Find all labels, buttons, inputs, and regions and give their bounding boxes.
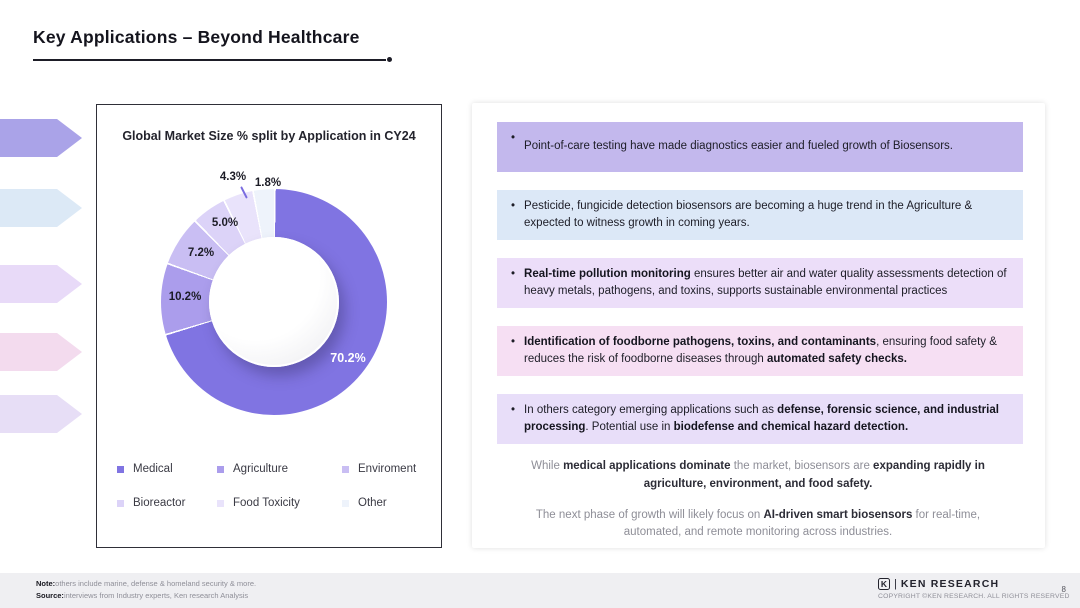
chart-card: Global Market Size % split by Applicatio…	[96, 104, 442, 548]
legend-label: Enviroment	[358, 463, 417, 475]
legend-item-agriculture: Agriculture	[217, 463, 342, 475]
page-title: Key Applications – Beyond Healthcare	[33, 27, 360, 47]
donut-hole	[209, 237, 339, 367]
legend-swatch	[342, 499, 349, 507]
legend-item-enviroment: Enviroment	[342, 463, 429, 475]
bullet-marker: •	[511, 199, 516, 212]
slice-label-food-toxicity: 4.3%	[219, 171, 247, 183]
slice-label-agriculture: 10.2%	[168, 291, 202, 303]
brand-divider: |	[894, 578, 897, 590]
bullet-box-foodborne: • Identification of foodborne pathogens,…	[497, 325, 1023, 376]
slice-label-enviroment: 7.2%	[187, 247, 215, 259]
slice-label-medical: 70.2%	[330, 351, 366, 365]
brand-row: K | KEN RESEARCH	[878, 578, 1070, 590]
chevron-arrow-1	[0, 119, 82, 157]
bullet-text: Point-of-care testing have made diagnost…	[524, 140, 953, 153]
insights-card: • Point-of-care testing have made diagno…	[472, 103, 1045, 548]
footnotes: Note:others include marine, defense & ho…	[36, 578, 256, 601]
bullet-marker: •	[511, 335, 516, 348]
source-line: Source:interviews from Industry experts,…	[36, 590, 256, 602]
bullet-marker: •	[511, 267, 516, 280]
legend-label: Bioreactor	[133, 497, 186, 509]
brand-name: KEN RESEARCH	[900, 578, 1000, 590]
bullet-marker: •	[511, 132, 516, 144]
ken-logo-icon: K	[878, 578, 890, 590]
page-number: 8	[1061, 585, 1066, 594]
copyright-text: COPYRIGHT ©KEN RESEARCH. ALL RIGHTS RESE…	[878, 592, 1070, 600]
bullet-box-pesticide: • Pesticide, fungicide detection biosens…	[497, 189, 1023, 240]
summary-paragraph-1: While medical applications dominate the …	[531, 460, 985, 490]
legend-item-food-toxicity: Food Toxicity	[217, 497, 342, 509]
bullet-text: Real-time pollution monitoring ensures b…	[524, 267, 1007, 297]
chevron-arrow-4	[0, 333, 82, 371]
legend-label: Medical	[133, 463, 173, 475]
legend-item-bioreactor: Bioreactor	[117, 497, 217, 509]
slice-label-other: 1.8%	[254, 177, 282, 189]
note-line: Note:others include marine, defense & ho…	[36, 578, 256, 590]
legend-swatch	[217, 499, 224, 507]
legend-swatch	[217, 465, 224, 473]
legend-swatch	[342, 465, 349, 473]
legend-item-other: Other	[342, 497, 429, 509]
footer: Note:others include marine, defense & ho…	[0, 573, 1080, 608]
summary-block: While medical applications dominate the …	[508, 458, 1008, 555]
legend-label: Agriculture	[233, 463, 288, 475]
legend-swatch	[117, 465, 124, 473]
chart-title: Global Market Size % split by Applicatio…	[122, 129, 416, 143]
chart-legend: Medical Agriculture Enviroment Bioreacto…	[117, 463, 429, 509]
legend-label: Food Toxicity	[233, 497, 300, 509]
bullet-text: In others category emerging applications…	[524, 403, 999, 433]
title-underline	[33, 57, 392, 62]
source-label: Source:	[36, 590, 64, 600]
legend-item-medical: Medical	[117, 463, 217, 475]
bullet-box-poc-testing: • Point-of-care testing have made diagno…	[497, 122, 1023, 172]
chevron-arrow-5	[0, 395, 82, 433]
chevron-arrow-3	[0, 265, 82, 303]
chevron-arrow-2	[0, 189, 82, 227]
legend-swatch	[117, 499, 124, 507]
legend-label: Other	[358, 497, 387, 509]
brand-block: K | KEN RESEARCH COPYRIGHT ©KEN RESEARCH…	[878, 578, 1070, 600]
bullet-box-others: • In others category emerging applicatio…	[497, 393, 1023, 444]
bullet-box-pollution: • Real-time pollution monitoring ensures…	[497, 257, 1023, 308]
note-label: Note:	[36, 579, 56, 588]
bullet-text: Pesticide, fungicide detection biosensor…	[524, 199, 973, 229]
source-text: interviews from Industry experts, Ken re…	[63, 590, 249, 600]
note-text: others include marine, defense & homelan…	[55, 579, 257, 588]
bullet-marker: •	[511, 403, 516, 416]
summary-paragraph-2: The next phase of growth will likely foc…	[535, 508, 981, 539]
bullet-list: • Point-of-care testing have made diagno…	[497, 122, 1023, 462]
bullet-text: Identification of foodborne pathogens, t…	[524, 335, 997, 365]
donut-chart	[161, 189, 387, 415]
slice-label-bioreactor: 5.0%	[211, 217, 239, 229]
